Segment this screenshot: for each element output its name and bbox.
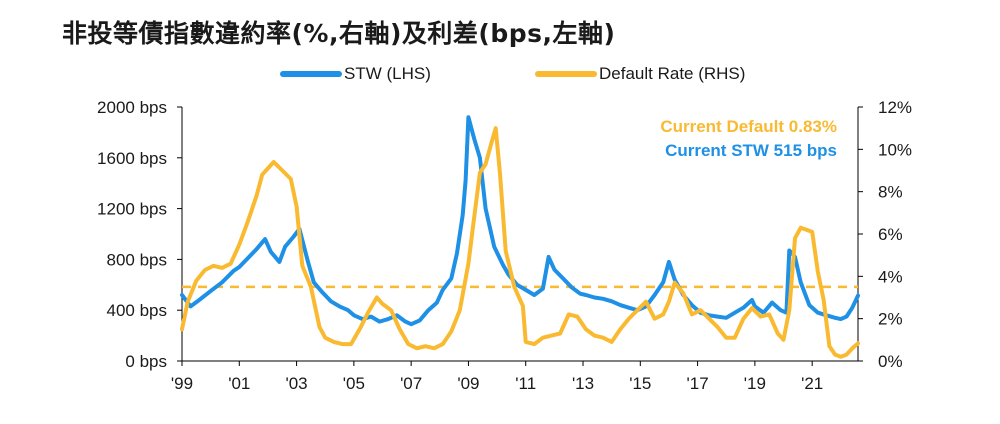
- legend-swatch-default-rate: [535, 71, 597, 77]
- legend-label-stw: STW (LHS): [344, 64, 431, 83]
- x-axis-tick-label: '99: [171, 374, 193, 393]
- left-axis-tick-label: 0 bps: [125, 352, 167, 371]
- x-axis-tick-label: '15: [629, 374, 651, 393]
- series-line-stw: [180, 115, 860, 327]
- x-axis-tick-label: '03: [285, 374, 307, 393]
- x-axis-tick-label: '19: [744, 374, 766, 393]
- legend-item-stw: STW (LHS): [280, 64, 431, 84]
- axes: 0 bps 400 bps 800 bps 1200 bps 1600 bps 2000 …: [97, 98, 912, 393]
- annotation-current-stw: Current STW 515 bps: [665, 141, 837, 160]
- right-axis-tick-label: 0%: [878, 352, 903, 371]
- x-axis-tick-label: '05: [343, 374, 365, 393]
- x-axis-tick-label: '13: [572, 374, 594, 393]
- chart-title: 非投等債指數違約率(%,右軸)及利差(bps,左軸): [62, 19, 616, 48]
- left-axis-tick-label: 800 bps: [107, 250, 168, 269]
- legend: STW (LHS) Default Rate (RHS): [0, 64, 1000, 88]
- right-axis-tick-label: 10%: [878, 140, 912, 159]
- left-axis-tick-label: 2000 bps: [97, 98, 167, 117]
- legend-item-default-rate: Default Rate (RHS): [535, 64, 745, 84]
- legend-swatch-stw: [280, 71, 342, 77]
- x-axis-tick-label: '17: [687, 374, 709, 393]
- series-lines: [180, 115, 860, 359]
- right-axis-tick-label: 4%: [878, 267, 903, 286]
- series-line-default-rate: [180, 126, 860, 359]
- right-axis-tick-label: 12%: [878, 98, 912, 117]
- left-axis-tick-label: 400 bps: [107, 301, 168, 320]
- annotation-current-default: Current Default 0.83%: [660, 117, 837, 136]
- x-axis-tick-label: '09: [457, 374, 479, 393]
- right-axis-tick-label: 6%: [878, 225, 903, 244]
- x-axis-tick-label: '01: [228, 374, 250, 393]
- right-axis-tick-label: 8%: [878, 183, 903, 202]
- x-axis-tick-label: '11: [515, 374, 536, 393]
- x-axis-tick-label: '07: [400, 374, 422, 393]
- left-axis-tick-label: 1600 bps: [97, 149, 167, 168]
- right-axis-tick-label: 2%: [878, 310, 903, 329]
- legend-label-default-rate: Default Rate (RHS): [599, 64, 746, 83]
- x-axis-tick-label: '21: [801, 374, 823, 393]
- left-axis-tick-label: 1200 bps: [97, 200, 167, 219]
